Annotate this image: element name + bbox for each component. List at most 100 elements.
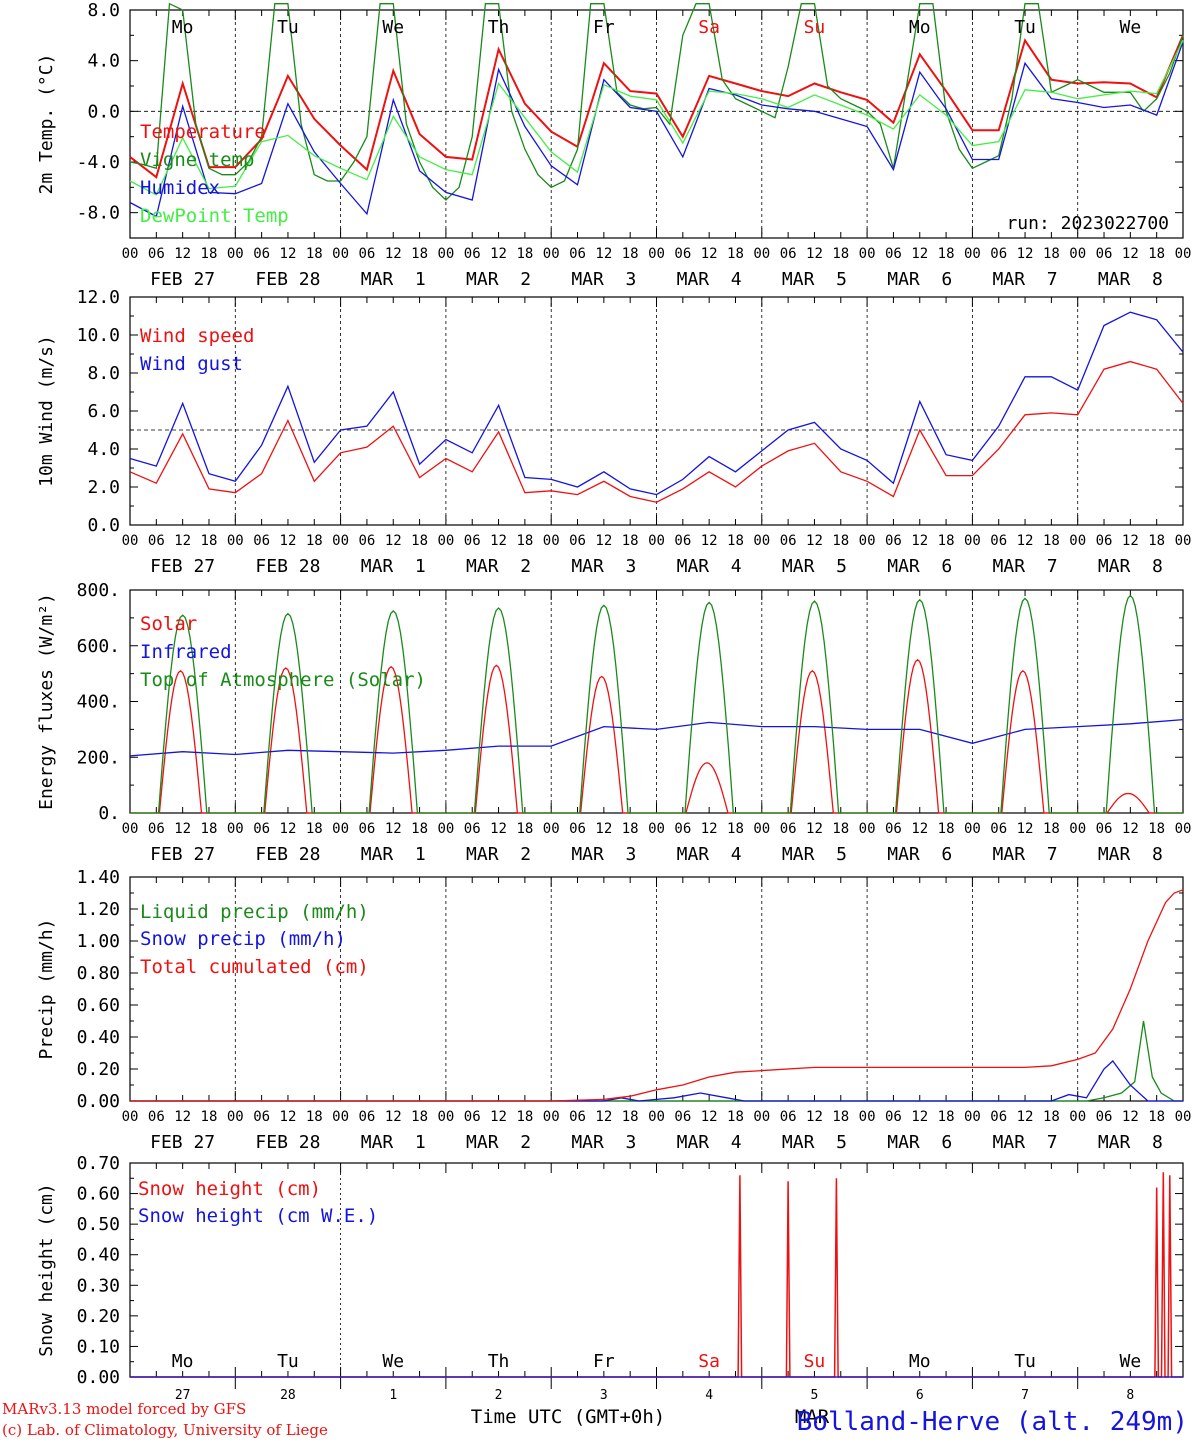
date-label: MAR 1 xyxy=(361,844,426,865)
date-label: FEB 28 xyxy=(255,1132,320,1153)
date-label: MAR 7 xyxy=(993,556,1058,577)
hour-tick-label: 00 xyxy=(543,533,560,549)
hour-tick-label: 18 xyxy=(306,1109,323,1125)
y-tick-label: 0.40 xyxy=(77,1245,120,1266)
hour-tick-label: 12 xyxy=(701,1109,718,1125)
hour-tick-label: 18 xyxy=(727,1109,744,1125)
hour-tick-label: 00 xyxy=(122,1109,139,1125)
legend-entry: Vigne temp xyxy=(140,149,254,171)
hour-tick-label: 12 xyxy=(174,533,191,549)
series-line-dewpoint-temp xyxy=(129,40,1184,196)
date-label: MAR 8 xyxy=(1098,1132,1163,1153)
hour-tick-label: 06 xyxy=(253,821,270,837)
date-label: MAR 6 xyxy=(887,1132,952,1153)
hour-tick-label: 00 xyxy=(648,1109,665,1125)
hour-tick-label: 06 xyxy=(569,246,586,262)
y-tick-label: 600. xyxy=(77,636,120,657)
hour-tick-label: 06 xyxy=(780,821,797,837)
hour-tick-label: 18 xyxy=(516,821,533,837)
hour-tick-label: 12 xyxy=(911,821,928,837)
series-line-vigne-temp xyxy=(129,2,1184,201)
hour-tick-label: 12 xyxy=(280,246,297,262)
date-label: MAR 8 xyxy=(1098,269,1163,290)
hour-tick-label: 00 xyxy=(859,821,876,837)
weekday-label: Tu xyxy=(1014,1351,1036,1372)
weekday-label: Mo xyxy=(172,17,194,38)
hour-tick-label: 18 xyxy=(832,533,849,549)
y-tick-label: 12.0 xyxy=(77,287,120,308)
hour-tick-label: 00 xyxy=(753,1109,770,1125)
hour-tick-label: 18 xyxy=(516,533,533,549)
weekday-label: Fr xyxy=(593,1351,615,1372)
hour-tick-label: 18 xyxy=(306,246,323,262)
hour-tick-label: 00 xyxy=(543,1109,560,1125)
date-label: MAR 2 xyxy=(466,844,531,865)
hour-tick-label: 00 xyxy=(1069,246,1086,262)
weekday-label: Tu xyxy=(277,1351,299,1372)
y-tick-label: 2.0 xyxy=(87,477,120,498)
hour-tick-label: 18 xyxy=(1148,533,1165,549)
day-number-label: 3 xyxy=(600,1388,608,1403)
hour-tick-label: 06 xyxy=(1096,821,1113,837)
date-label: FEB 27 xyxy=(150,1132,215,1153)
hour-tick-label: 18 xyxy=(411,246,428,262)
date-label: MAR 1 xyxy=(361,1132,426,1153)
hour-tick-label: 00 xyxy=(753,246,770,262)
day-number-label: 8 xyxy=(1126,1388,1134,1403)
hour-tick-label: 06 xyxy=(1096,246,1113,262)
series-line-wind-speed xyxy=(129,360,1184,503)
legend-entry: Snow height (cm W.E.) xyxy=(138,1205,378,1227)
hour-tick-label: 00 xyxy=(753,821,770,837)
hour-tick-label: 18 xyxy=(411,1109,428,1125)
hour-tick-label: 18 xyxy=(411,821,428,837)
hour-tick-label: 06 xyxy=(990,246,1007,262)
weekday-label: Tu xyxy=(1014,17,1036,38)
date-label: MAR 5 xyxy=(782,556,847,577)
legend-entry: Wind gust xyxy=(140,353,243,375)
date-label: MAR 2 xyxy=(466,556,531,577)
hour-tick-label: 12 xyxy=(595,246,612,262)
date-label: MAR 4 xyxy=(677,269,742,290)
hour-tick-label: 12 xyxy=(1122,821,1139,837)
hour-tick-label: 00 xyxy=(437,1109,454,1125)
hour-tick-label: 06 xyxy=(569,1109,586,1125)
hour-tick-label: 06 xyxy=(148,1109,165,1125)
hour-tick-label: 12 xyxy=(911,533,928,549)
hour-tick-label: 12 xyxy=(385,1109,402,1125)
date-label: MAR 6 xyxy=(887,269,952,290)
day-number-label: 7 xyxy=(1021,1388,1029,1403)
hour-tick-label: 00 xyxy=(122,821,139,837)
hour-tick-label: 12 xyxy=(1017,1109,1034,1125)
hour-tick-label: 00 xyxy=(859,246,876,262)
panel-temperature xyxy=(129,2,1184,239)
y-tick-label: 4.0 xyxy=(87,439,120,460)
series-line-total-cumulated-cm- xyxy=(130,889,1184,1102)
legend-entry: Total cumulated (cm) xyxy=(140,956,369,978)
y-tick-label: 0.00 xyxy=(77,1091,120,1112)
hour-tick-label: 18 xyxy=(832,821,849,837)
y-axis-label: Energy fluxes (W/m²) xyxy=(36,593,57,810)
hour-tick-label: 12 xyxy=(806,821,823,837)
hour-tick-label: 00 xyxy=(648,533,665,549)
hour-tick-label: 00 xyxy=(227,246,244,262)
series-line-humidex xyxy=(129,41,1184,218)
hour-tick-label: 00 xyxy=(859,533,876,549)
y-tick-label: 0.0 xyxy=(87,101,120,122)
hour-tick-label: 18 xyxy=(1043,1109,1060,1125)
weekday-label: Fr xyxy=(593,17,615,38)
date-label: MAR 4 xyxy=(677,844,742,865)
day-number-label: 28 xyxy=(280,1388,296,1403)
hour-tick-label: 18 xyxy=(622,821,639,837)
hour-tick-label: 06 xyxy=(1096,1109,1113,1125)
y-tick-label: 0.60 xyxy=(77,995,120,1016)
weekday-label: Tu xyxy=(277,17,299,38)
hour-tick-label: 06 xyxy=(780,1109,797,1125)
date-label: FEB 27 xyxy=(150,844,215,865)
hour-tick-label: 18 xyxy=(622,246,639,262)
hour-tick-label: 06 xyxy=(148,533,165,549)
legend-entry: Wind speed xyxy=(140,325,254,347)
date-label: MAR 5 xyxy=(782,1132,847,1153)
y-tick-label: -4.0 xyxy=(77,152,120,173)
hour-tick-label: 12 xyxy=(174,1109,191,1125)
hour-tick-label: 00 xyxy=(543,246,560,262)
